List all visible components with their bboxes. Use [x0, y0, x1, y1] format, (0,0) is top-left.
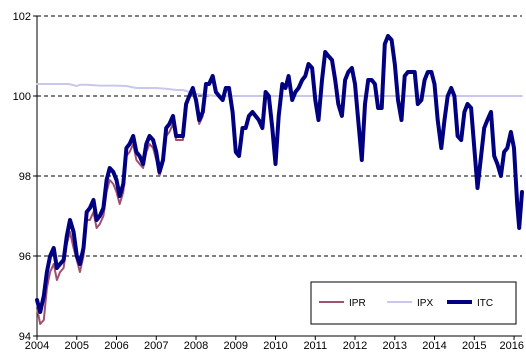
x-tick-label-2010: 2010 — [263, 340, 287, 352]
y-tick-label-94: 94 — [19, 331, 31, 343]
y-tick-label-96: 96 — [19, 251, 31, 263]
x-tick-label-2008: 2008 — [184, 340, 208, 352]
legend-item-itc: ITC — [447, 298, 493, 309]
x-tick-label-2016: 2016 — [500, 340, 524, 352]
series-lines — [35, 34, 524, 325]
legend-item-ipx: IPX — [387, 298, 433, 309]
x-tick-label-2015: 2015 — [462, 340, 486, 352]
legend-label-ipx: IPX — [417, 298, 433, 309]
grid-lines — [37, 15, 522, 257]
x-tick-label-2011: 2011 — [303, 340, 327, 352]
y-axis-tick-labels: 94 96 98 100 102 — [13, 11, 31, 343]
legend: IPR IPX ITC — [310, 281, 517, 325]
series-line-itc — [35, 34, 524, 314]
x-tick-label-2013: 2013 — [383, 340, 407, 352]
legend-box — [310, 281, 517, 325]
x-tick-label-2012: 2012 — [343, 340, 367, 352]
series-line-ipr — [36, 91, 204, 325]
legend-item-ipr: IPR — [319, 298, 366, 309]
y-tick-label-98: 98 — [19, 171, 31, 183]
y-tick-label-102: 102 — [13, 11, 31, 23]
x-tick-label-2014: 2014 — [422, 340, 446, 352]
x-tick-label-2005: 2005 — [65, 340, 89, 352]
x-tick-label-2009: 2009 — [224, 340, 248, 352]
axes — [33, 15, 522, 340]
x-tick-label-2006: 2006 — [104, 340, 128, 352]
y-tick-label-100: 100 — [13, 91, 31, 103]
x-axis-tick-labels: 2004 2005 2006 2007 2008 2009 2010 2011 2012 2013… — [25, 340, 524, 352]
x-tick-label-2007: 2007 — [144, 340, 168, 352]
x-tick-label-2004: 2004 — [25, 340, 49, 352]
legend-label-itc: ITC — [477, 298, 493, 309]
legend-label-ipr: IPR — [349, 298, 366, 309]
